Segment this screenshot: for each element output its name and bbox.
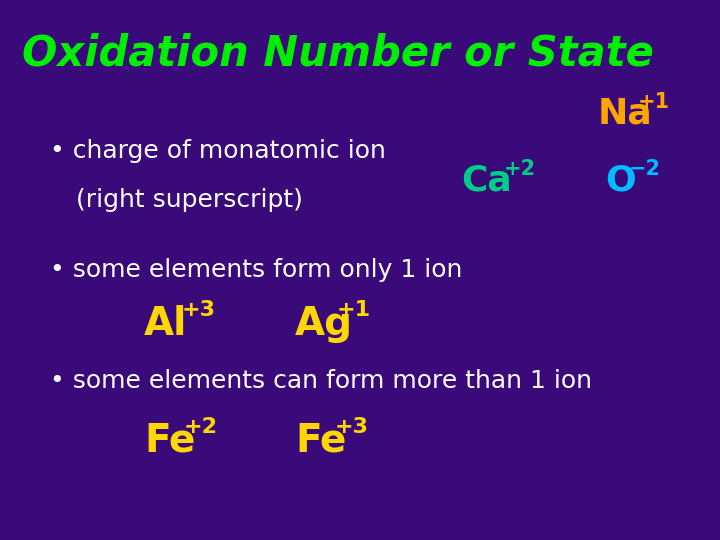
Text: Na: Na bbox=[598, 97, 652, 130]
Text: +1: +1 bbox=[638, 91, 670, 112]
Text: • some elements can form more than 1 ion: • some elements can form more than 1 ion bbox=[50, 369, 593, 393]
Text: Fe: Fe bbox=[295, 421, 346, 459]
Text: −2: −2 bbox=[629, 159, 660, 179]
Text: (right superscript): (right superscript) bbox=[76, 188, 302, 212]
Text: • some elements form only 1 ion: • some elements form only 1 ion bbox=[50, 258, 463, 282]
Text: • charge of monatomic ion: • charge of monatomic ion bbox=[50, 139, 386, 163]
Text: O: O bbox=[605, 164, 636, 198]
Text: +2: +2 bbox=[504, 159, 536, 179]
Text: Ca: Ca bbox=[461, 164, 511, 198]
Text: +2: +2 bbox=[184, 416, 217, 437]
Text: +1: +1 bbox=[336, 300, 370, 321]
Text: +3: +3 bbox=[335, 416, 369, 437]
Text: +3: +3 bbox=[181, 300, 215, 321]
Text: Ag: Ag bbox=[295, 305, 354, 343]
Text: Al: Al bbox=[144, 305, 187, 343]
Text: Oxidation Number or State: Oxidation Number or State bbox=[22, 33, 654, 75]
Text: Fe: Fe bbox=[144, 421, 195, 459]
